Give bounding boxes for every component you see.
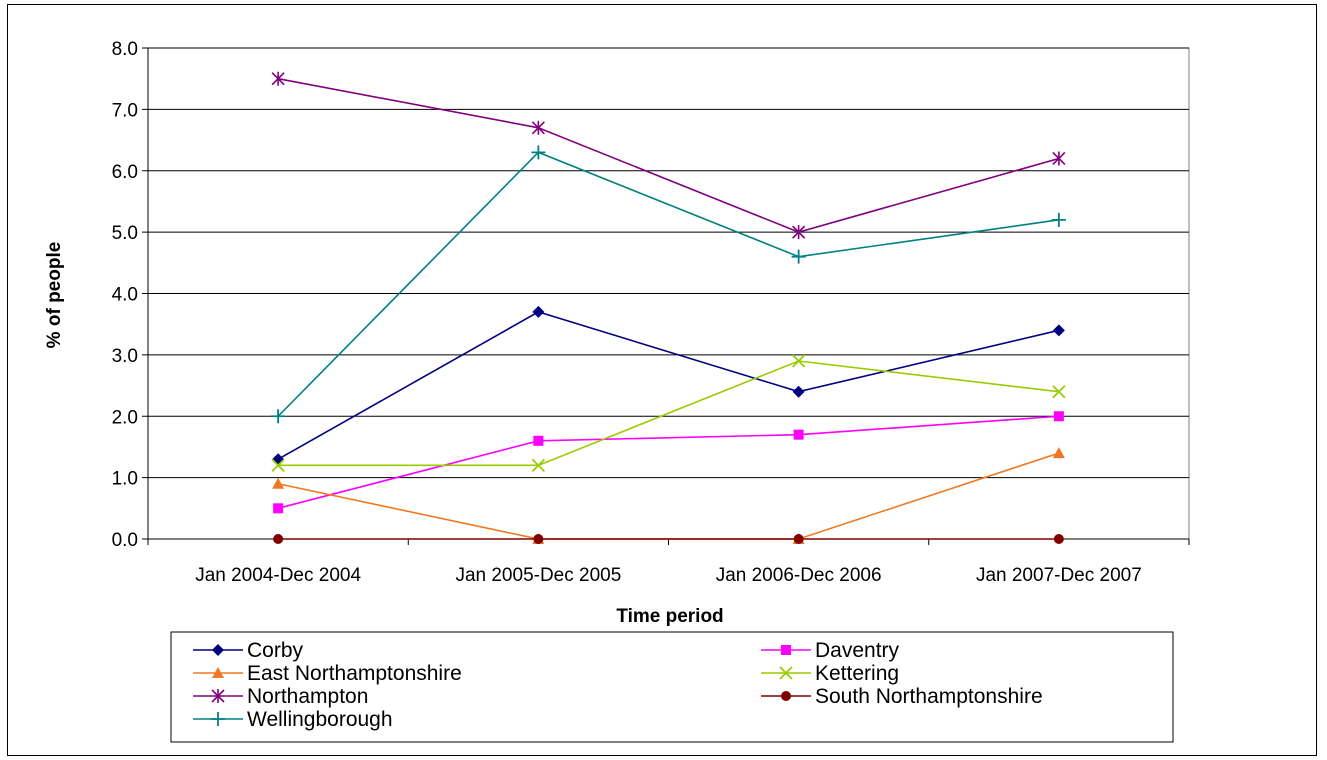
legend-label: Kettering <box>815 662 899 685</box>
data-point-wellingborough <box>791 249 806 264</box>
legend-marker <box>212 644 224 656</box>
legend-item-east-northamptonshire: East Northamptonshire <box>193 662 462 685</box>
data-point-daventry <box>533 435 544 446</box>
y-tick-label: 1.0 <box>112 469 138 490</box>
legend-label: Corby <box>247 639 304 662</box>
x-tick-labels: Jan 2004-Dec 2004 Jan 2005-Dec 2005 Jan 20… <box>195 565 1142 586</box>
x-tick-label: Jan 2005-Dec 2005 <box>455 565 621 586</box>
series-wellingborough <box>271 145 1066 424</box>
data-point-south-northamptonshire <box>273 534 284 544</box>
data-point-corby <box>1052 324 1065 337</box>
data-point-kettering <box>791 354 806 368</box>
series-kettering <box>271 354 1066 472</box>
chart-frame: 0.0 1.0 2.0 3.0 4.0 5.0 6.0 7.0 8.0 Jan 2004-Dec… <box>7 4 1317 756</box>
series-lines <box>271 71 1066 544</box>
data-point-northampton <box>531 120 545 135</box>
data-point-daventry <box>793 429 804 440</box>
x-tick-label: Jan 2006-Dec 2006 <box>716 565 882 586</box>
y-tick-labels: 0.0 1.0 2.0 3.0 4.0 5.0 6.0 7.0 8.0 <box>112 39 138 551</box>
y-tick-label: 8.0 <box>112 39 138 60</box>
y-tick-label: 4.0 <box>112 285 138 306</box>
series-daventry <box>273 411 1064 514</box>
data-point-northampton <box>792 225 806 240</box>
data-point-south-northamptonshire <box>533 534 544 544</box>
data-point-south-northamptonshire <box>1053 534 1064 544</box>
line-chart: 0.0 1.0 2.0 3.0 4.0 5.0 6.0 7.0 8.0 Jan 2004-Dec… <box>44 39 1190 743</box>
legend-item-wellingborough: Wellingborough <box>193 708 393 731</box>
legend: Corby Daventry East Northamptonshire Ketter… <box>170 631 1174 743</box>
x-tick-label: Jan 2004-Dec 2004 <box>195 565 361 586</box>
gridlines <box>142 47 1189 540</box>
series-line-northampton <box>277 77 1060 233</box>
data-point-northampton <box>271 71 285 86</box>
data-point-kettering <box>1052 385 1066 399</box>
y-tick-label: 0.0 <box>112 530 138 551</box>
series-line-kettering <box>278 360 1059 467</box>
data-point-wellingborough <box>1051 212 1066 227</box>
legend-marker <box>779 666 793 680</box>
legend-label: South Northamptonshire <box>815 685 1043 708</box>
data-point-east-northamptonshire <box>1052 447 1065 459</box>
legend-marker <box>781 691 791 701</box>
x-tick-label: Jan 2007-Dec 2007 <box>976 565 1142 586</box>
legend-item-south-northamptonshire: South Northamptonshire <box>761 685 1043 708</box>
series-line-wellingborough <box>277 151 1059 417</box>
data-point-corby <box>532 305 545 318</box>
y-tick-label: 3.0 <box>112 346 138 367</box>
legend-item-northampton: Northampton <box>193 685 368 708</box>
series-south-northamptonshire <box>273 534 1064 544</box>
legend-item-kettering: Kettering <box>761 662 899 685</box>
legend-marker <box>211 712 225 726</box>
y-tick-label: 2.0 <box>112 407 138 428</box>
data-point-daventry <box>1053 411 1064 422</box>
legend-label: Wellingborough <box>247 708 393 731</box>
y-tick-label: 7.0 <box>112 100 138 121</box>
data-point-kettering <box>531 458 546 472</box>
legend-label: Northampton <box>247 685 368 708</box>
legend-marker <box>211 689 225 703</box>
data-point-corby <box>792 385 805 398</box>
y-tick-label: 6.0 <box>112 162 138 183</box>
legend-marker <box>781 645 791 655</box>
legend-label: East Northamptonshire <box>247 662 462 685</box>
data-point-wellingborough <box>271 409 286 424</box>
data-point-wellingborough <box>531 145 546 160</box>
y-tick-label: 5.0 <box>112 223 138 244</box>
legend-marker <box>212 667 224 678</box>
legend-box <box>170 631 1174 743</box>
x-axis-title: Time period <box>616 606 723 627</box>
legend-label: Daventry <box>815 639 900 662</box>
series-line-corby <box>277 311 1060 460</box>
data-point-south-northamptonshire <box>793 534 804 544</box>
data-point-kettering <box>271 458 285 472</box>
y-axis-title: % of people <box>44 242 65 349</box>
series-northampton <box>271 71 1066 240</box>
series-line-daventry <box>277 415 1059 510</box>
data-point-daventry <box>273 503 284 514</box>
data-point-northampton <box>1052 151 1066 166</box>
legend-item-daventry: Daventry <box>761 639 900 662</box>
data-point-east-northamptonshire <box>272 477 285 489</box>
legend-item-corby: Corby <box>193 639 304 662</box>
